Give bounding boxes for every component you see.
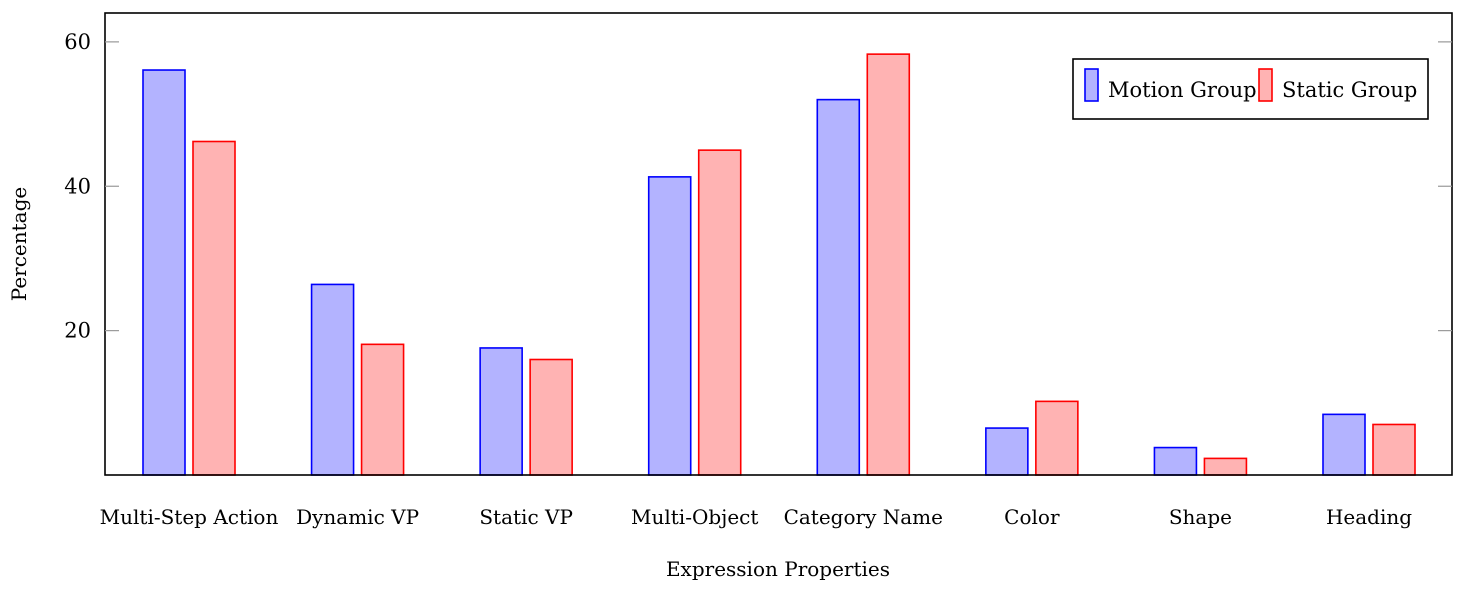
x-tick-label-heading: Heading — [1326, 505, 1412, 529]
bar-motion-group-heading — [1322, 413, 1366, 476]
y-tick-label: 20 — [64, 319, 91, 343]
bars-layer — [142, 53, 1416, 476]
bar-static-group-heading — [1372, 423, 1416, 476]
x-tick-label-category-name: Category Name — [784, 505, 943, 529]
legend: Motion Group Static Group — [1072, 58, 1429, 120]
plot-frame — [104, 12, 1453, 476]
y-tick-label: 40 — [64, 174, 91, 198]
bar-motion-group-multi-step-action — [142, 69, 186, 476]
bar-motion-group-color — [985, 427, 1029, 476]
legend-swatch-motion-group — [1084, 68, 1099, 102]
bar-static-group-category-name — [866, 53, 911, 476]
x-axis: Multi-Step Action Dynamic VP Static VP Mult… — [100, 505, 1413, 529]
x-tick-label-color: Color — [1004, 505, 1060, 529]
bar-motion-group-multi-object — [647, 176, 692, 476]
x-tick-label-static-vp: Static VP — [479, 505, 573, 529]
x-axis-title: Expression Properties — [666, 557, 890, 581]
legend-label-motion-group: Motion Group — [1108, 78, 1257, 102]
bar-motion-group-category-name — [816, 98, 861, 476]
legend-label-static-group: Static Group — [1282, 78, 1417, 102]
bar-static-group-color — [1035, 400, 1079, 476]
y-axis-title: Percentage — [7, 187, 31, 301]
x-tick-label-multi-object: Multi-Object — [631, 505, 758, 529]
x-tick-label-dynamic-vp: Dynamic VP — [296, 505, 419, 529]
bar-static-group-dynamic-vp — [360, 343, 405, 476]
x-tick-label-shape: Shape — [1169, 505, 1232, 529]
bar-motion-group-dynamic-vp — [310, 283, 355, 476]
bar-static-group-multi-step-action — [192, 140, 236, 476]
x-tick-label-multi-step-action: Multi-Step Action — [100, 505, 279, 529]
legend-swatch-static-group — [1258, 68, 1273, 102]
legend-box — [1072, 58, 1429, 120]
bar-motion-group-static-vp — [479, 347, 523, 476]
y-axis: 20 40 60 — [64, 30, 1452, 343]
bar-static-group-static-vp — [529, 358, 573, 476]
bar-static-group-shape — [1203, 457, 1248, 476]
bar-motion-group-shape — [1153, 446, 1198, 476]
y-tick-label: 60 — [64, 30, 91, 54]
bar-static-group-multi-object — [697, 149, 742, 476]
